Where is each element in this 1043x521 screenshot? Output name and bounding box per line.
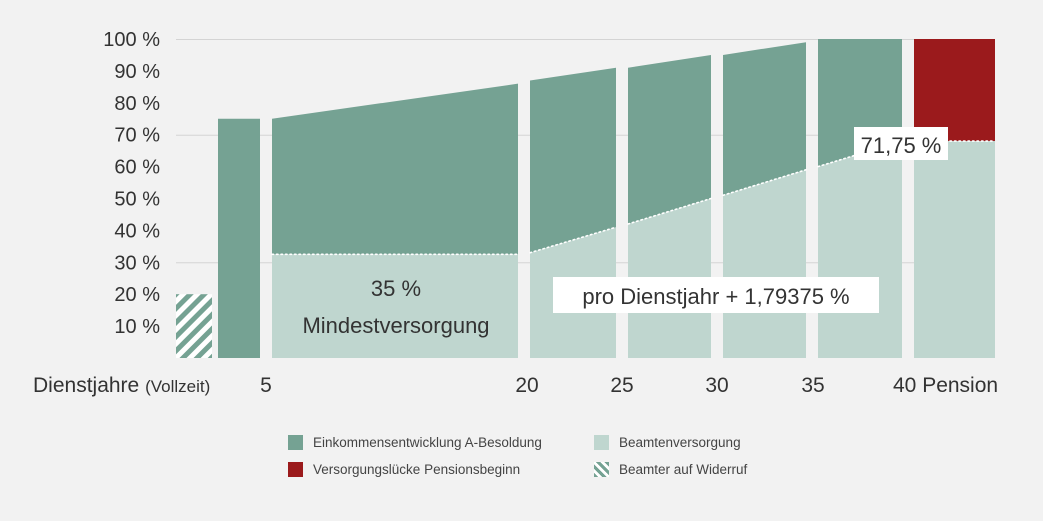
y-tick-label: 30 %	[114, 252, 160, 274]
y-tick-label: 10 %	[114, 316, 160, 338]
versorgung-boundary	[722, 168, 807, 197]
x-axis-label-main: Dienstjahre	[33, 374, 145, 397]
versorgung-boundary	[529, 226, 617, 254]
y-tick-label: 100 %	[103, 29, 160, 51]
legend-item-widerruf: Beamter auf Widerruf	[594, 459, 747, 479]
annotations: 35 % Mindestversorgung pro Dienstjahr + 1,…	[302, 127, 948, 338]
area-versorgungsluecke	[914, 39, 995, 142]
y-tick-label: 80 %	[114, 93, 160, 115]
legend-swatch-luecke	[288, 461, 303, 477]
area-beamtenversorgung	[272, 254, 518, 358]
x-tick-label: 20	[515, 374, 538, 397]
area-beamtenversorgung	[914, 141, 995, 358]
area-einkommen	[530, 67, 616, 253]
legend-swatch-widerruf	[594, 461, 609, 477]
area-einkommen	[723, 42, 806, 196]
legend-swatch-versorgung	[594, 434, 609, 450]
area-beamtenversorgung	[818, 141, 902, 358]
area-einkommen	[628, 54, 711, 225]
x-tick-label: 40 Pension	[893, 374, 998, 397]
y-tick-label: 50 %	[114, 189, 160, 211]
area-beamtenversorgung	[723, 169, 806, 358]
legend-swatch-einkommen	[288, 434, 303, 450]
area-einkommen	[272, 83, 518, 255]
annotation-mindest-value: 35 %	[371, 276, 421, 301]
y-tick-label: 90 %	[114, 61, 160, 83]
annotation-mindest-label: Mindestversorgung	[302, 313, 489, 338]
x-tick-label: 25	[610, 374, 633, 397]
y-tick-label: 60 %	[114, 157, 160, 179]
legend-item-einkommen: Einkommensentwicklung A-Besoldung	[288, 432, 542, 452]
legend-label-versorgung: Beamtenversorgung	[619, 434, 741, 450]
annotation-pro-dienstjahr-box	[553, 277, 879, 313]
y-tick-label: 20 %	[114, 284, 160, 306]
x-tick-label: 5	[260, 374, 272, 397]
x-tick-label: 30	[705, 374, 728, 397]
x-axis-label-sub: (Vollzeit)	[145, 377, 210, 396]
legend-item-versorgung: Beamtenversorgung	[594, 432, 741, 452]
legend-label-luecke: Versorgungslücke Pensionsbeginn	[313, 461, 521, 477]
y-tick-label: 40 %	[114, 220, 160, 242]
versorgung-boundary	[627, 197, 712, 225]
legend-label-widerruf: Beamter auf Widerruf	[619, 461, 748, 477]
annotation-pro-dienstjahr: pro Dienstjahr + 1,79375 %	[582, 284, 849, 309]
bar-widerruf	[176, 294, 212, 358]
x-axis-ticks: Dienstjahre (Vollzeit) 5 20 25 30 35 40 Pensio…	[33, 374, 998, 397]
y-tick-label: 70 %	[114, 125, 160, 147]
legend-item-luecke: Versorgungslücke Pensionsbeginn	[288, 459, 520, 479]
annotation-final-box	[854, 127, 948, 160]
annotation-final-value: 71,75 %	[861, 133, 942, 158]
area-einkommen	[218, 118, 260, 358]
x-axis-label: Dienstjahre (Vollzeit)	[33, 374, 210, 397]
y-axis-ticks: 100 % 90 % 80 % 70 % 60 % 50 % 40 % 30 % 20 % 10 …	[103, 29, 160, 338]
legend: Einkommensentwicklung A-Besoldung Beamte…	[288, 432, 808, 482]
legend-label-einkommen: Einkommensentwicklung A-Besoldung	[313, 434, 542, 450]
x-tick-label: 35	[801, 374, 824, 397]
